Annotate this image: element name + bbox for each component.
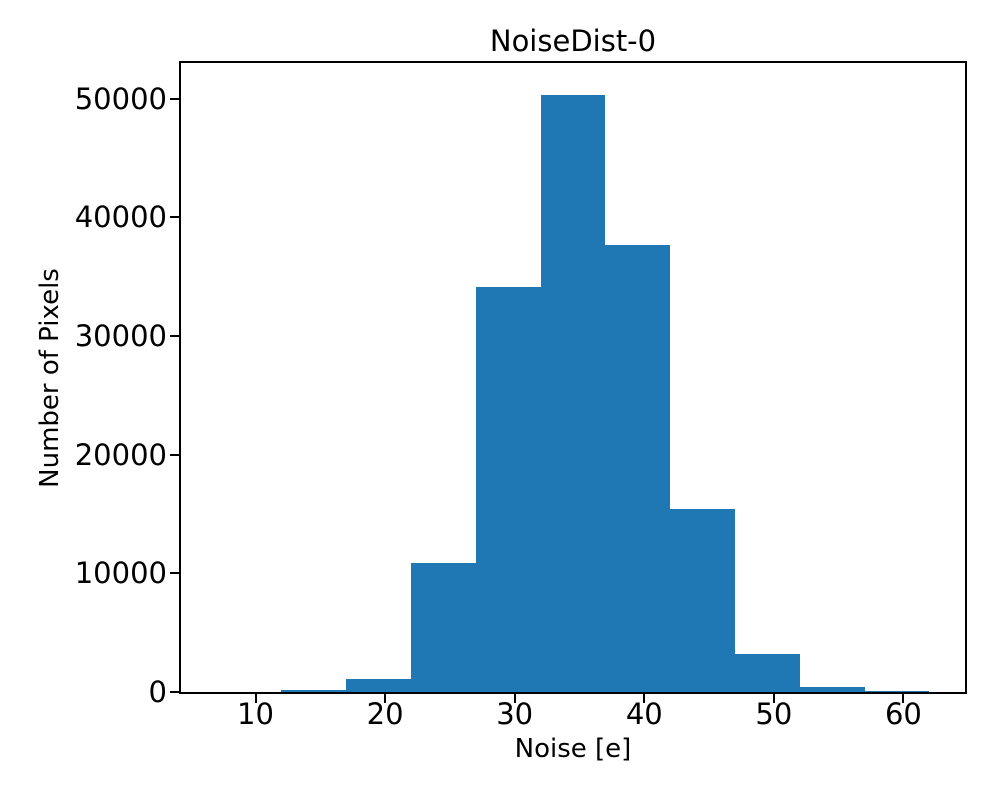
bars-container <box>181 63 965 692</box>
plot-area <box>179 61 967 694</box>
x-tick-label: 10 <box>237 697 274 731</box>
x-tick-mark <box>902 694 905 703</box>
y-tick-mark <box>170 691 179 693</box>
y-tick-label: 20000 <box>74 437 167 472</box>
x-tick-label: 20 <box>366 697 404 731</box>
histogram-bar <box>670 509 735 692</box>
x-tick-mark <box>254 694 257 703</box>
histogram-bar <box>540 95 606 692</box>
x-axis-label: Noise [e] <box>514 734 632 764</box>
x-tick-label: 50 <box>755 697 793 731</box>
histogram-bar <box>605 244 671 692</box>
y-tick-mark <box>170 453 179 456</box>
y-tick-mark <box>170 572 179 575</box>
y-tick-label: 40000 <box>74 200 167 235</box>
histogram-bar <box>346 678 411 692</box>
y-tick-label: 50000 <box>74 81 167 116</box>
x-tick-mark <box>513 694 516 703</box>
y-tick-mark <box>170 334 179 337</box>
y-tick-label: 10000 <box>74 556 167 591</box>
x-tick-mark <box>643 694 646 703</box>
histogram-bar <box>281 689 347 692</box>
histogram-bar <box>734 654 800 692</box>
chart-title: NoiseDist-0 <box>489 24 657 58</box>
x-tick-mark <box>772 694 775 703</box>
x-tick-mark <box>384 694 387 703</box>
x-tick-label: 60 <box>884 697 922 731</box>
y-tick-mark <box>170 216 179 219</box>
y-tick-label: 0 <box>148 675 167 709</box>
histogram-bar <box>799 686 865 692</box>
x-tick-label: 40 <box>625 697 663 731</box>
histogram-bar <box>475 287 541 692</box>
y-axis-label: Number of Pixels <box>35 268 65 488</box>
y-tick-label: 30000 <box>74 318 167 353</box>
histogram-bar <box>411 562 476 692</box>
x-tick-label: 30 <box>496 697 534 731</box>
histogram-bar <box>864 690 930 692</box>
y-tick-mark <box>170 97 179 100</box>
